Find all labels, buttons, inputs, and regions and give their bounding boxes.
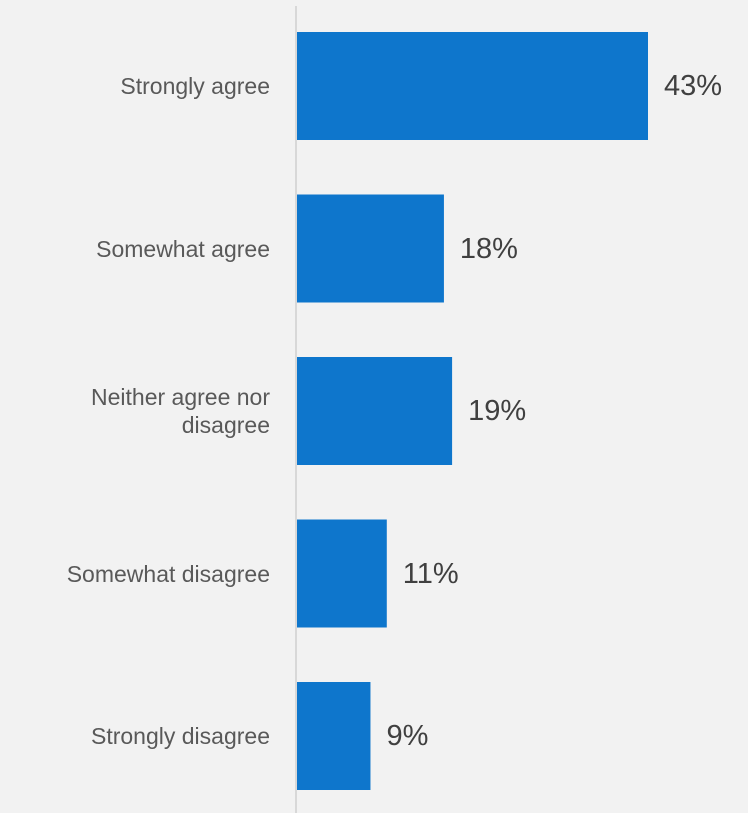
- data-label: 9%: [386, 720, 429, 752]
- data-label: 18%: [459, 232, 518, 265]
- bar: [297, 32, 648, 140]
- bar: [297, 519, 387, 628]
- data-label: 43%: [664, 70, 723, 102]
- category-label: Neither agree nor disagree: [91, 384, 270, 438]
- category-label: Strongly agree: [120, 73, 270, 99]
- data-label: 19%: [468, 395, 527, 427]
- category-label: Somewhat disagree: [66, 560, 270, 587]
- category-label: Somewhat agree: [96, 235, 270, 262]
- data-label: 11%: [402, 557, 459, 590]
- bar: [297, 194, 444, 303]
- bar: [297, 357, 453, 465]
- bar: [297, 682, 371, 790]
- category-label: Strongly disagree: [91, 723, 270, 749]
